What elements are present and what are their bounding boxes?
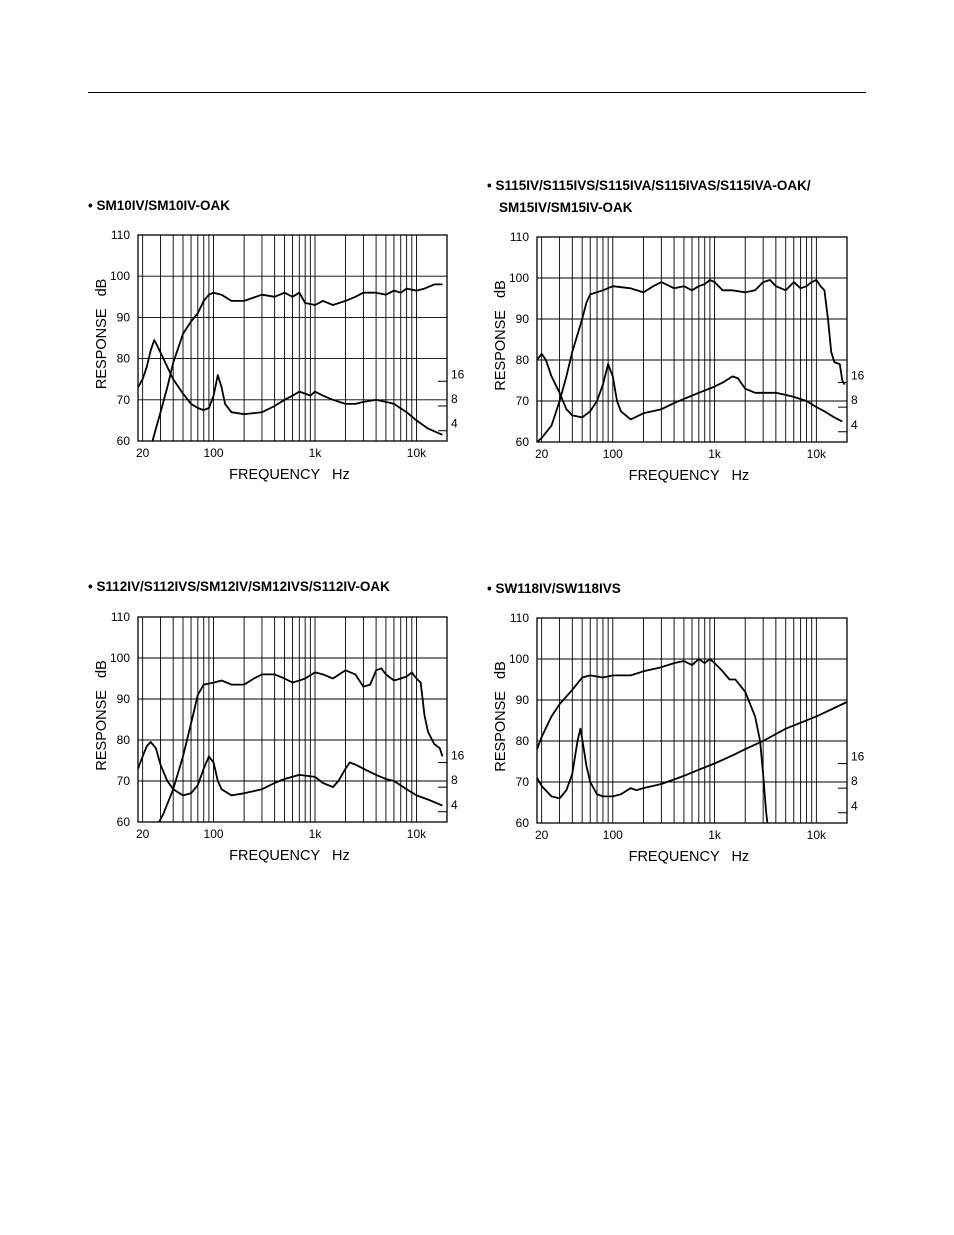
plot-frame	[137, 234, 448, 442]
x-axis-label: FREQUENCY Hz	[229, 467, 350, 483]
y-tick-label: 80	[516, 734, 530, 748]
impedance-tick-label: 8	[451, 773, 458, 787]
chart-0: 110 100 90 80 70 60 20 100 1k 10k 16 8 4 FREQUENCY Hz…	[94, 228, 465, 483]
x-tick-label: 10k	[407, 446, 427, 460]
y-tick-label: 60	[516, 816, 530, 830]
y-tick-label: 100	[110, 269, 130, 283]
x-tick-label: 10k	[807, 828, 827, 842]
series-line-0	[158, 667, 444, 823]
y-tick-label: 80	[117, 352, 131, 366]
x-tick-label: 10k	[407, 827, 427, 841]
plot-frame	[536, 236, 848, 443]
x-tick-label: 20	[535, 828, 549, 842]
chart-1: 110 100 90 80 70 60 20 100 1k 10k 16 8 4 FREQUENCY Hz…	[493, 230, 865, 484]
impedance-tick-label: 4	[851, 799, 858, 813]
series-line-1	[536, 701, 848, 800]
impedance-tick-label: 4	[451, 798, 458, 812]
y-axis-label: RESPONSE dB	[493, 280, 509, 390]
y-tick-label: 110	[111, 610, 130, 624]
x-axis-label: FREQUENCY Hz	[629, 849, 750, 865]
y-tick-label: 60	[117, 434, 131, 448]
y-tick-label: 70	[516, 775, 530, 789]
x-tick-label: 100	[204, 446, 224, 460]
chart-2: 110 100 90 80 70 60 20 100 1k 10k 16 8 4 FREQUENCY Hz…	[94, 610, 465, 864]
x-tick-label: 20	[136, 446, 150, 460]
plot-frame	[536, 617, 848, 824]
x-tick-label: 1k	[708, 447, 722, 461]
x-tick-label: 1k	[309, 446, 323, 460]
x-axis-label: FREQUENCY Hz	[629, 468, 750, 484]
impedance-tick-label: 16	[451, 367, 465, 381]
x-tick-label: 1k	[309, 827, 323, 841]
impedance-tick-label: 16	[851, 369, 865, 383]
chart-title-s112iv: • S112IV/S112IVS/SM12IV/SM12IVS/S112IV-O…	[88, 579, 390, 594]
y-tick-label: 90	[516, 312, 530, 326]
x-tick-label: 100	[603, 447, 623, 461]
y-tick-label: 110	[111, 228, 130, 242]
y-tick-label: 70	[516, 394, 530, 408]
y-tick-label: 90	[516, 693, 530, 707]
y-axis-label: RESPONSE dB	[94, 660, 110, 770]
y-tick-label: 90	[117, 692, 131, 706]
y-tick-label: 100	[509, 652, 529, 666]
series-line-0	[151, 283, 443, 442]
x-tick-label: 1k	[708, 828, 722, 842]
chart-title-sw118iv: • SW118IV/SW118IVS	[487, 581, 621, 596]
y-tick-label: 60	[117, 815, 131, 829]
y-axis-label: RESPONSE dB	[94, 279, 110, 389]
y-tick-label: 110	[510, 230, 529, 244]
chart-title-s115iv-line2: SM15IV/SM15IV-OAK	[499, 200, 633, 215]
plot-frame	[137, 616, 448, 823]
x-tick-label: 10k	[807, 447, 827, 461]
impedance-tick-label: 8	[451, 392, 458, 406]
series-line-1	[137, 741, 443, 807]
y-tick-label: 100	[509, 271, 529, 285]
y-tick-label: 80	[117, 733, 131, 747]
y-tick-label: 90	[117, 310, 131, 324]
y-axis-label: RESPONSE dB	[493, 661, 509, 771]
top-rule	[88, 92, 866, 93]
impedance-tick-label: 16	[851, 750, 865, 764]
impedance-tick-label: 8	[851, 393, 858, 407]
x-tick-label: 20	[136, 827, 150, 841]
x-axis-label: FREQUENCY Hz	[229, 848, 350, 864]
x-tick-label: 100	[204, 827, 224, 841]
chart-title-s115iv: • S115IV/S115IVS/S115IVA/S115IVAS/S115IV…	[487, 178, 811, 193]
y-tick-label: 70	[117, 393, 131, 407]
impedance-tick-label: 4	[851, 418, 858, 432]
chart-title-sm10iv: • SM10IV/SM10IV-OAK	[88, 198, 231, 213]
y-tick-label: 70	[117, 774, 131, 788]
chart-3: 110 100 90 80 70 60 20 100 1k 10k 16 8 4 FREQUENCY Hz…	[493, 611, 865, 865]
impedance-tick-label: 4	[451, 417, 458, 431]
impedance-tick-label: 16	[451, 749, 465, 763]
series-line-0	[536, 658, 769, 824]
y-tick-label: 60	[516, 435, 530, 449]
y-tick-label: 110	[510, 611, 529, 625]
series-line-0	[536, 279, 846, 443]
x-tick-label: 20	[535, 447, 549, 461]
y-tick-label: 100	[110, 651, 130, 665]
series-line-1	[137, 339, 443, 436]
y-tick-label: 80	[516, 353, 530, 367]
impedance-tick-label: 8	[851, 774, 858, 788]
series-line-1	[536, 352, 843, 423]
x-tick-label: 100	[603, 828, 623, 842]
